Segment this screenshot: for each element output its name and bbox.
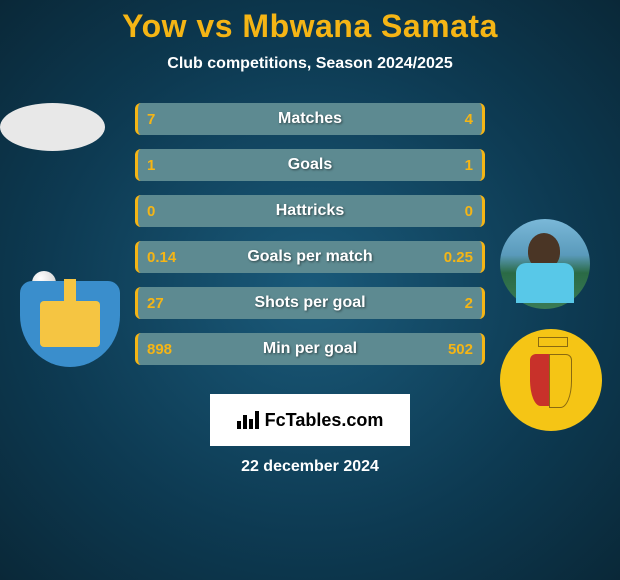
stat-label: Matches [135, 103, 485, 135]
shield-icon [530, 354, 572, 406]
player-right-photo [500, 219, 590, 309]
bar-chart-icon [237, 411, 259, 429]
stat-label: Shots per goal [135, 287, 485, 319]
stat-row: 7 Matches 4 [135, 103, 485, 135]
stat-row: 898 Min per goal 502 [135, 333, 485, 365]
stat-right-value: 2 [465, 287, 473, 319]
crown-icon [538, 333, 566, 347]
stat-label: Min per goal [135, 333, 485, 365]
brand-suffix: Tables.com [286, 410, 384, 431]
stat-label: Goals [135, 149, 485, 181]
comparison-content: 7 Matches 4 1 Goals 1 0 Hattricks 0 0.14… [0, 103, 620, 383]
stat-row: 27 Shots per goal 2 [135, 287, 485, 319]
stat-label: Hattricks [135, 195, 485, 227]
stat-row: 0 Hattricks 0 [135, 195, 485, 227]
stat-label: Goals per match [135, 241, 485, 273]
stat-bars-container: 7 Matches 4 1 Goals 1 0 Hattricks 0 0.14… [135, 103, 485, 379]
stat-row: 1 Goals 1 [135, 149, 485, 181]
stat-right-value: 0.25 [444, 241, 473, 273]
fctables-logo: FcTables.com [210, 394, 410, 446]
shield-icon [20, 281, 120, 367]
comparison-title: Yow vs Mbwana Samata [0, 0, 620, 45]
comparison-subtitle: Club competitions, Season 2024/2025 [0, 55, 620, 73]
comparison-date: 22 december 2024 [0, 458, 620, 476]
castle-icon [40, 301, 100, 347]
stat-row: 0.14 Goals per match 0.25 [135, 241, 485, 273]
player-left-photo [0, 103, 105, 151]
stat-right-value: 4 [465, 103, 473, 135]
stat-right-value: 1 [465, 149, 473, 181]
stat-right-value: 502 [448, 333, 473, 365]
brand-prefix: Fc [265, 410, 286, 431]
club-left-badge [20, 281, 120, 367]
stat-right-value: 0 [465, 195, 473, 227]
